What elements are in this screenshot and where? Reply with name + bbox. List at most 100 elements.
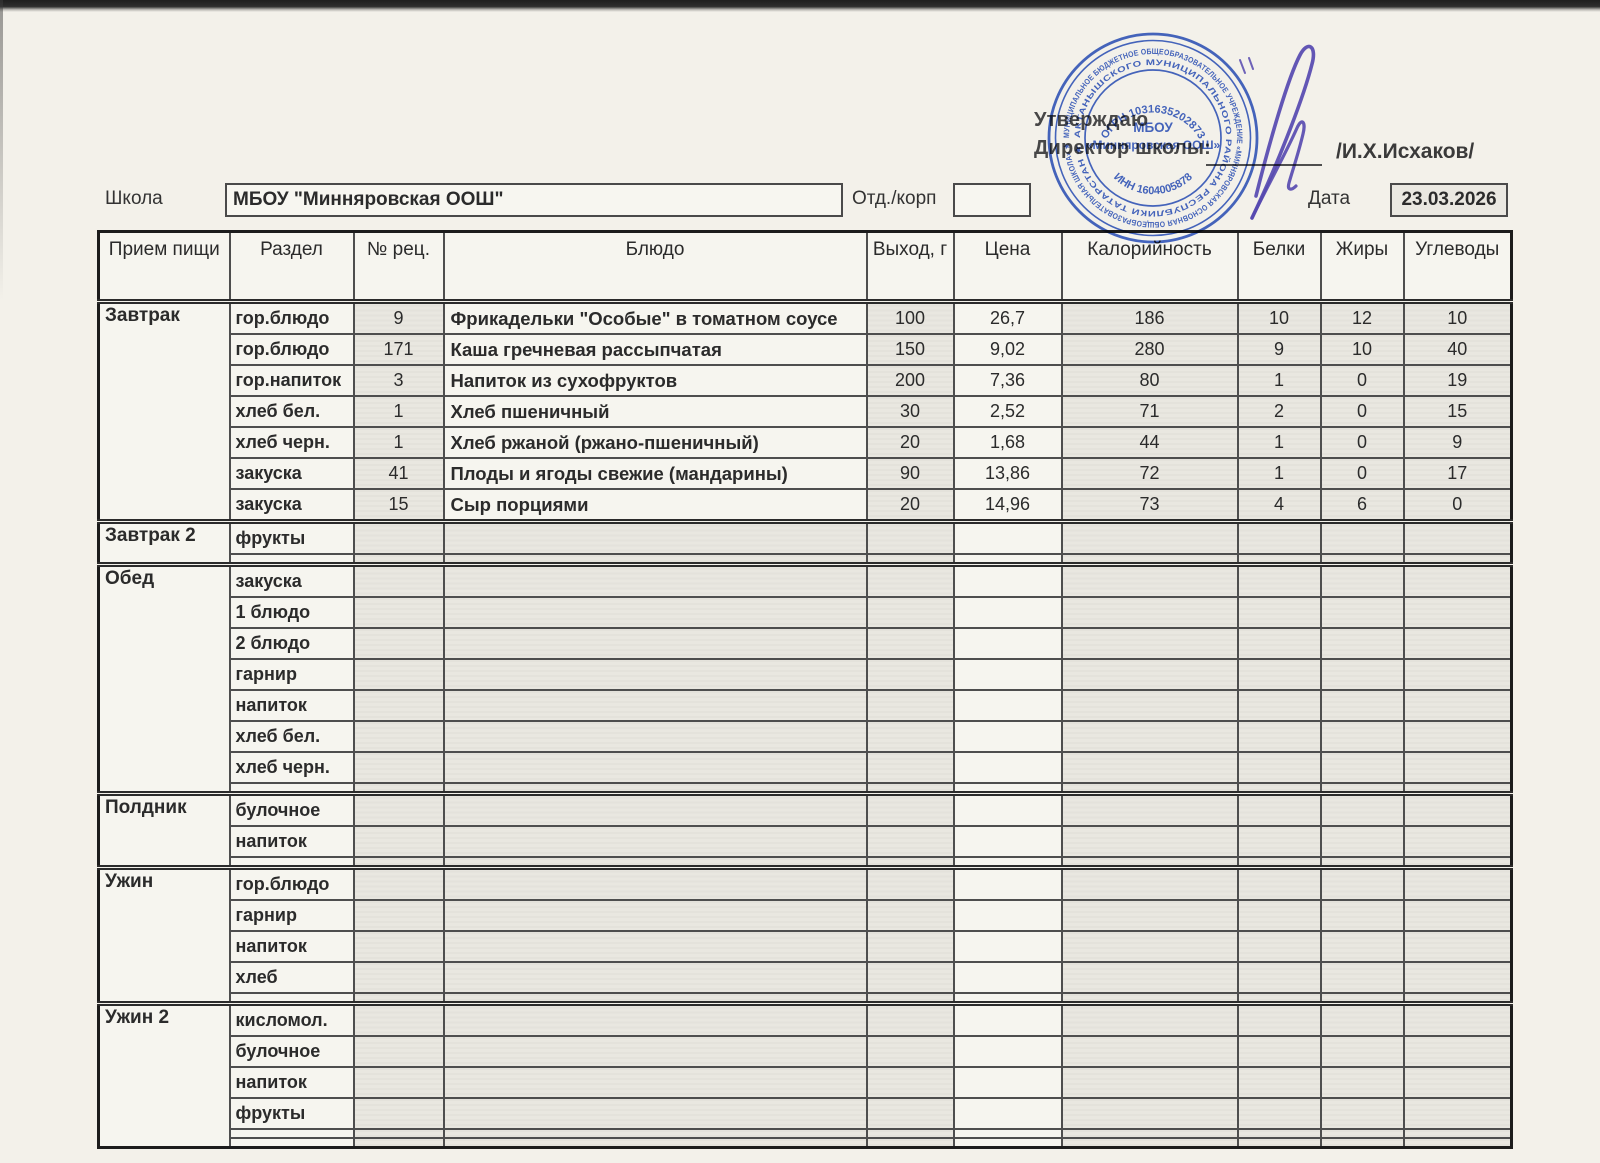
blank-cell xyxy=(1060,1137,1239,1149)
blank-cell xyxy=(865,553,955,566)
cell-razdel: закуска xyxy=(228,562,355,598)
cell-fat xyxy=(1319,865,1405,901)
blank-cell xyxy=(865,992,955,1005)
cell-fat: 0 xyxy=(1319,457,1405,490)
cell-carbs xyxy=(1402,562,1513,598)
cell-razdel: гор.блюдо xyxy=(228,333,355,366)
cell-razdel: напиток xyxy=(228,825,355,858)
cell-price xyxy=(952,825,1063,858)
cell-price xyxy=(952,519,1063,555)
blank-cell xyxy=(1402,1137,1513,1149)
cell-razdel: хлеб бел. xyxy=(228,720,355,753)
cell-kcal xyxy=(1060,865,1239,901)
cell-fat xyxy=(1319,562,1405,598)
cell-razdel: булочное xyxy=(228,1035,355,1068)
cell-protein: 1 xyxy=(1236,457,1322,490)
cell-kcal xyxy=(1060,627,1239,660)
cell-protein xyxy=(1236,596,1322,629)
cell-carbs: 40 xyxy=(1402,333,1513,366)
cell-out xyxy=(865,930,955,963)
cell-dish: Каша гречневая рассыпчатая xyxy=(442,333,868,366)
cell-carbs: 15 xyxy=(1402,395,1513,428)
cell-fat xyxy=(1319,596,1405,629)
school-value-box: МБОУ "Минняровская ООШ" xyxy=(225,183,843,217)
blank-cell xyxy=(1060,553,1239,566)
stamp-center-line2: «Минняровская ООШ» xyxy=(1086,138,1221,152)
cell-price xyxy=(952,865,1063,901)
cell-protein xyxy=(1236,825,1322,858)
header-protein: Белки xyxy=(1236,230,1322,303)
cell-dish xyxy=(442,562,868,598)
approval-block: Утверждаю Директор школы: xyxy=(1034,106,1211,162)
cell-carbs: 17 xyxy=(1402,457,1513,490)
cell-rec xyxy=(352,1001,445,1037)
cell-out xyxy=(865,961,955,994)
cell-out xyxy=(865,865,955,901)
stamp-outer-circle xyxy=(1047,32,1259,244)
meal-cell: Завтрак 2 xyxy=(97,519,231,566)
cell-razdel: напиток xyxy=(228,930,355,963)
blank-cell xyxy=(228,553,355,566)
cell-out xyxy=(865,1066,955,1099)
cell-carbs xyxy=(1402,689,1513,722)
cell-carbs xyxy=(1402,791,1513,827)
cell-rec xyxy=(352,930,445,963)
cell-razdel: закуска xyxy=(228,488,355,523)
blank-cell xyxy=(228,1128,355,1139)
cell-kcal xyxy=(1060,1001,1239,1037)
cell-carbs xyxy=(1402,961,1513,994)
blank-cell xyxy=(1060,992,1239,1005)
cell-dish xyxy=(442,689,868,722)
cell-kcal: 71 xyxy=(1060,395,1239,428)
cell-rec: 9 xyxy=(352,299,445,335)
blank-cell xyxy=(1319,1128,1405,1139)
cell-fat xyxy=(1319,930,1405,963)
cell-price xyxy=(952,689,1063,722)
cell-protein: 9 xyxy=(1236,333,1322,366)
cell-price xyxy=(952,1066,1063,1099)
blank-cell xyxy=(442,1128,868,1139)
blank-cell xyxy=(1236,856,1322,869)
cell-fat xyxy=(1319,1066,1405,1099)
cell-out: 150 xyxy=(865,333,955,366)
cell-razdel: напиток xyxy=(228,1066,355,1099)
cell-kcal xyxy=(1060,961,1239,994)
cell-price: 7,36 xyxy=(952,364,1063,397)
cell-razdel: закуска xyxy=(228,457,355,490)
cell-rec xyxy=(352,1035,445,1068)
cell-protein xyxy=(1236,899,1322,932)
blank-cell xyxy=(442,992,868,1005)
cell-kcal xyxy=(1060,519,1239,555)
cell-fat xyxy=(1319,961,1405,994)
cell-out xyxy=(865,751,955,784)
cell-price xyxy=(952,751,1063,784)
cell-razdel: напиток xyxy=(228,689,355,722)
cell-out xyxy=(865,1001,955,1037)
cell-fat xyxy=(1319,720,1405,753)
cell-razdel: 1 блюдо xyxy=(228,596,355,629)
cell-rec xyxy=(352,689,445,722)
blank-cell xyxy=(352,1128,445,1139)
cell-carbs xyxy=(1402,899,1513,932)
blank-cell xyxy=(1402,553,1513,566)
cell-price xyxy=(952,720,1063,753)
cell-razdel: гор.блюдо xyxy=(228,865,355,901)
meal-cell: Полдник xyxy=(97,791,231,869)
cell-rec: 171 xyxy=(352,333,445,366)
cell-rec: 1 xyxy=(352,426,445,459)
cell-razdel: 2 блюдо xyxy=(228,627,355,660)
cell-rec xyxy=(352,519,445,555)
cell-kcal xyxy=(1060,899,1239,932)
cell-carbs xyxy=(1402,751,1513,784)
cell-kcal xyxy=(1060,689,1239,722)
cell-razdel: булочное xyxy=(228,791,355,827)
cell-dish xyxy=(442,720,868,753)
cell-fat: 0 xyxy=(1319,395,1405,428)
cell-dish xyxy=(442,751,868,784)
signature-stroke-main xyxy=(1250,44,1316,220)
blank-cell xyxy=(228,1137,355,1149)
cell-dish xyxy=(442,627,868,660)
cell-dish xyxy=(442,930,868,963)
cell-kcal xyxy=(1060,658,1239,691)
cell-rec xyxy=(352,899,445,932)
